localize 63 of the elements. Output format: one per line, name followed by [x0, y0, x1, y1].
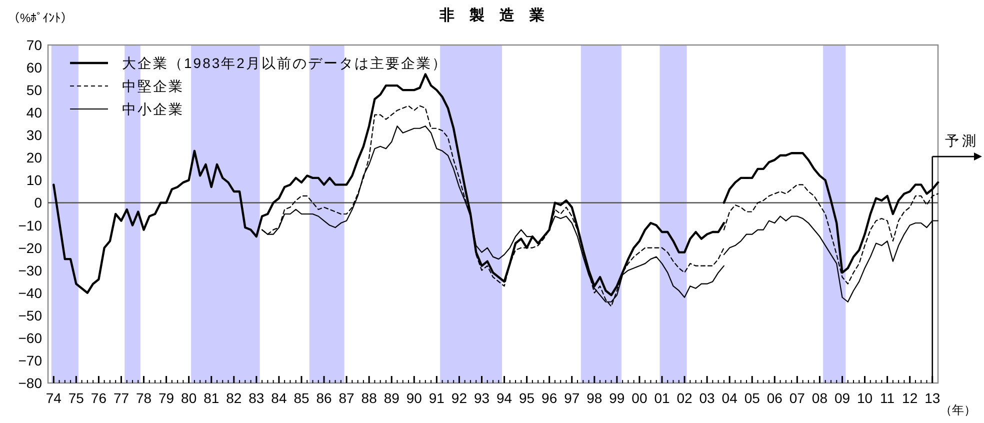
x-tick-label: 97 — [564, 390, 580, 406]
x-tick-label: 84 — [271, 390, 287, 406]
x-tick-label: 07 — [789, 390, 806, 406]
y-tick-label: −50 — [18, 307, 42, 324]
x-tick-label: 78 — [136, 390, 152, 406]
y-tick-label: −10 — [18, 217, 42, 234]
x-tick-label: 99 — [609, 390, 625, 406]
chart-title: 非 製 造 業 — [438, 7, 544, 24]
x-tick-label: 11 — [880, 390, 895, 406]
x-tick-label: 92 — [451, 390, 468, 406]
y-tick-label: 60 — [26, 60, 42, 76]
x-tick-label: 96 — [542, 390, 558, 406]
x-tick-label: 80 — [181, 390, 197, 406]
y-tick-label: 30 — [26, 127, 42, 144]
y-axis-title: （%ﾎﾟｲﾝﾄ） — [8, 11, 73, 25]
x-tick-label: 98 — [586, 390, 602, 406]
y-tick-label: 70 — [26, 37, 42, 53]
y-tick-label: 20 — [26, 150, 42, 166]
x-tick-label: 89 — [384, 390, 400, 406]
x-tick-label: 83 — [248, 390, 264, 406]
x-tick-label: 10 — [856, 390, 873, 406]
y-tick-label: −70 — [18, 352, 42, 368]
x-tick-label: 76 — [90, 390, 107, 406]
x-tick-label: 12 — [902, 390, 918, 406]
x-tick-label: 81 — [204, 390, 220, 406]
y-tick-label: 0 — [34, 194, 42, 211]
x-tick-label: 95 — [519, 390, 535, 406]
x-tick-label: 94 — [496, 390, 512, 406]
x-tick-label: 74 — [46, 390, 62, 406]
y-tick-label: −20 — [18, 240, 42, 256]
x-tick-label: 00 — [632, 390, 648, 406]
legend-label: 中小企業 — [122, 101, 184, 117]
y-tick-label: −40 — [18, 284, 42, 301]
x-tick-label: 85 — [294, 390, 310, 406]
x-tick-label: 09 — [834, 390, 850, 406]
x-tick-label: 06 — [766, 390, 783, 406]
x-tick-label: 01 — [654, 390, 670, 406]
y-tick-label: 10 — [26, 172, 42, 188]
x-tick-label: 93 — [474, 390, 490, 406]
y-tick-label: 50 — [26, 82, 42, 98]
y-tick-label: −80 — [18, 375, 42, 391]
y-tick-label: −60 — [18, 330, 42, 346]
x-tick-label: 87 — [338, 390, 355, 406]
legend-label: 中堅企業 — [122, 78, 184, 94]
y-tick-label: −30 — [18, 262, 42, 278]
x-tick-label: 02 — [676, 390, 693, 406]
x-tick-label: 91 — [428, 390, 445, 406]
x-tick-label: 04 — [722, 390, 738, 406]
x-tick-label: 90 — [406, 390, 422, 406]
x-tick-label: 79 — [158, 390, 174, 406]
x-tick-label: 05 — [744, 390, 760, 406]
x-tick-label: 77 — [113, 390, 130, 406]
x-tick-label: 08 — [812, 390, 828, 406]
ref-line-label: 予測 — [945, 132, 979, 149]
x-axis-title: （年） — [940, 403, 976, 417]
legend-label: 大企業（1983年2月以前のデータは主要企業） — [122, 55, 448, 71]
y-tick-label: 40 — [26, 104, 42, 121]
x-tick-label: 03 — [699, 390, 716, 406]
x-tick-label: 13 — [924, 390, 940, 406]
x-tick-label: 88 — [361, 390, 378, 406]
x-tick-label: 86 — [316, 390, 332, 406]
x-tick-label: 75 — [68, 390, 84, 406]
x-tick-label: 82 — [226, 390, 242, 406]
